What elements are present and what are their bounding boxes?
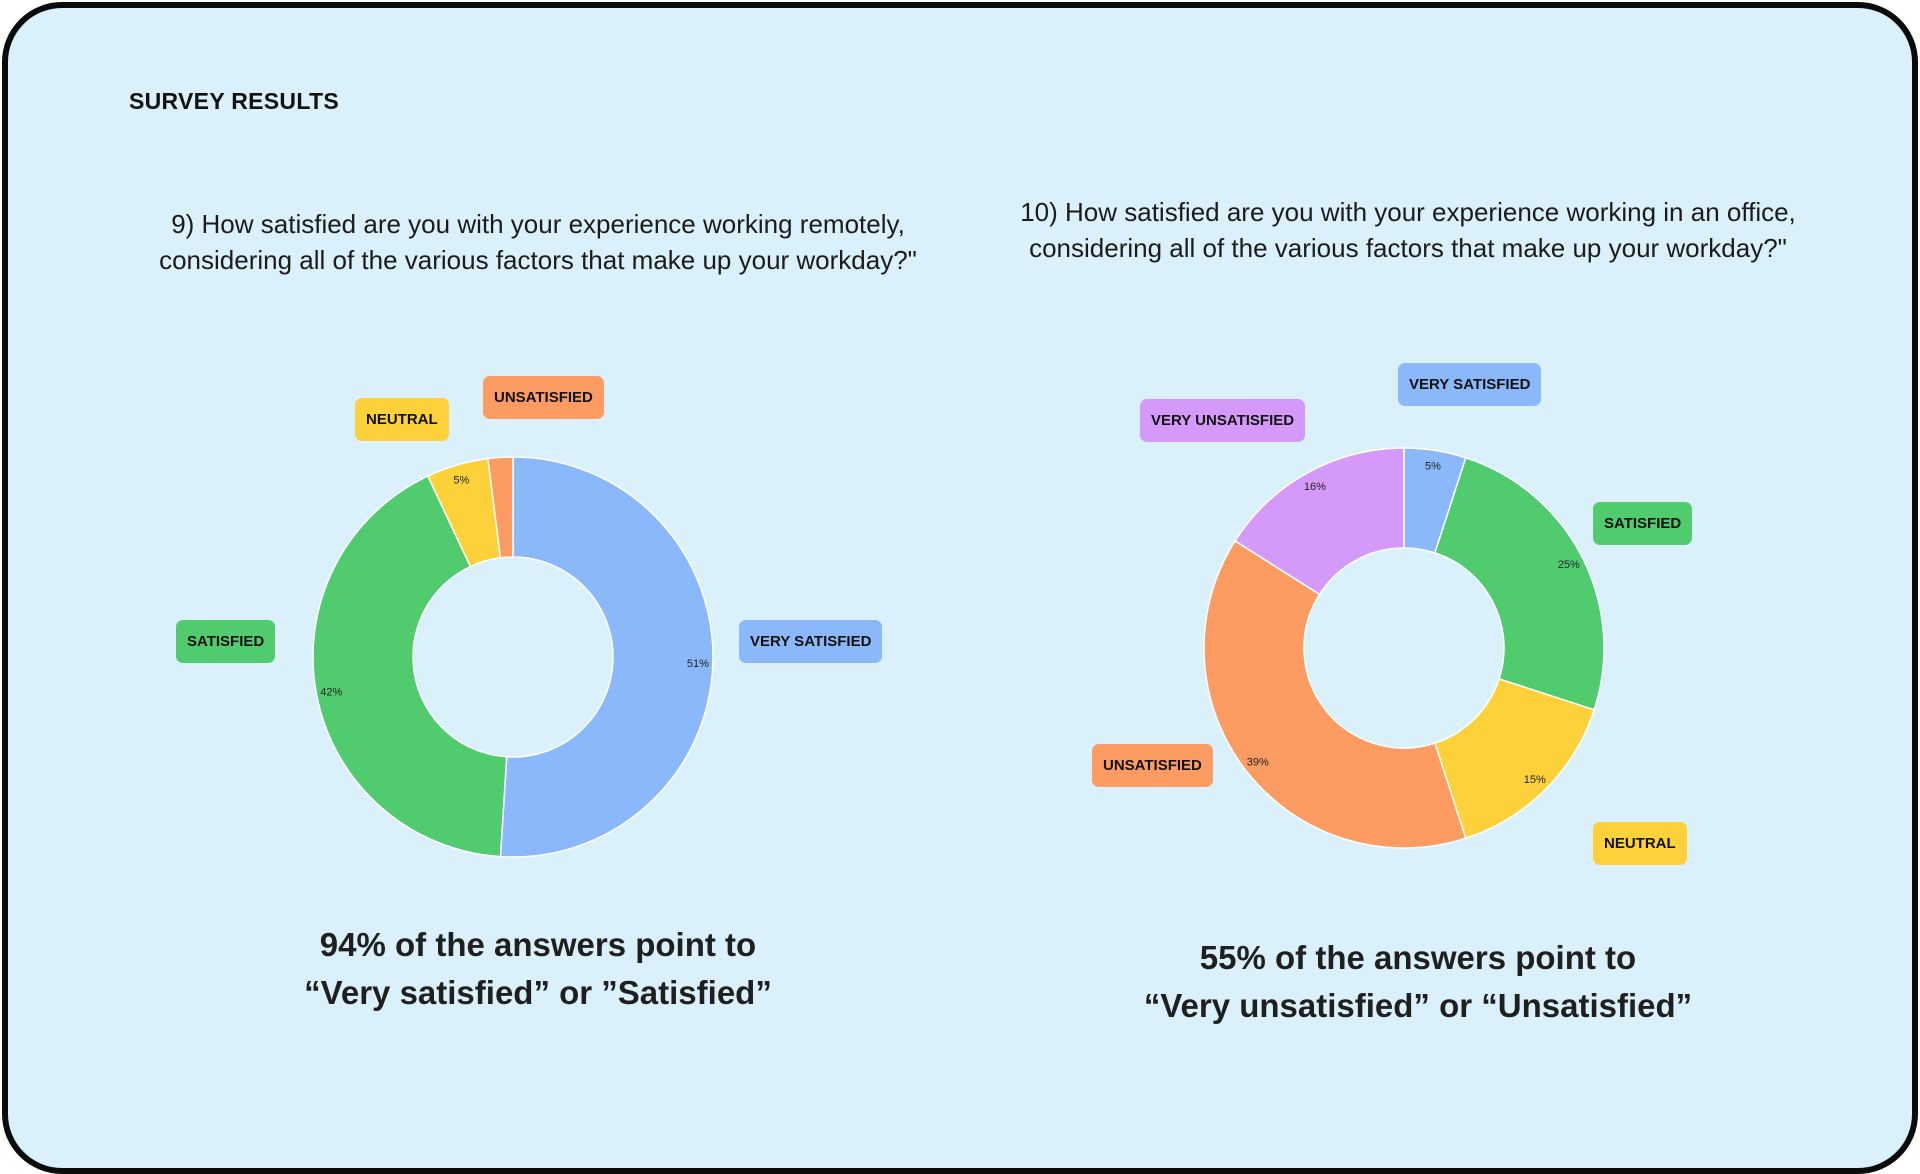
chart9-pct-label-very-satisfied: 51% (687, 658, 709, 670)
question-10-summary-line1: 55% of the answers point to (1199, 939, 1637, 976)
question-10-title: 10) How satisfied are you with your expe… (1020, 197, 1796, 263)
chart9-slice-very-satisfied (499, 456, 714, 858)
chart10-label-unsatisfied: UNSATISFIED (1092, 744, 1213, 787)
donut-chart-question-9: 51% 42% 5% (312, 456, 714, 858)
chart9-slice-satisfied (312, 475, 508, 858)
chart9-pct-label-satisfied: 42% (320, 687, 342, 699)
question-10-summary: 55% of the answers point to “Very unsati… (1048, 934, 1788, 1030)
question-9-summary-line1: 94% of the answers point to (319, 926, 757, 963)
chart10-pct-label-unsatisfied: 39% (1247, 756, 1269, 768)
chart10-label-very-satisfied: VERY SATISFIED (1398, 363, 1542, 406)
chart10-pct-label-neutral: 15% (1524, 774, 1546, 786)
donut-chart-question-10: 5% 25% 15% 39% 16% (1203, 447, 1605, 849)
chart10-slice-very-unsatisfied (1234, 447, 1405, 596)
question-10-summary-line2: “Very unsatisfied” or “Unsatisfied” (1143, 987, 1693, 1024)
question-9-summary-line2: “Very satisfied” or ”Satisfied” (304, 974, 772, 1011)
chart10-label-neutral: NEUTRAL (1593, 822, 1687, 865)
chart10-slice-unsatisfied (1203, 539, 1467, 849)
chart10-pct-label-satisfied: 25% (1558, 559, 1580, 571)
chart9-label-unsatisfied: UNSATISFIED (483, 376, 604, 419)
chart9-label-very-satisfied: VERY SATISFIED (739, 620, 883, 663)
chart10-label-satisfied: SATISFIED (1593, 502, 1693, 545)
chart10-slice-satisfied (1433, 456, 1605, 711)
chart10-pct-label-very-unsatisfied: 16% (1304, 481, 1326, 493)
chart9-slice-unsatisfied (487, 456, 514, 559)
chart9-label-satisfied: SATISFIED (176, 620, 276, 663)
chart10-pct-label-very-satisfied: 5% (1425, 460, 1441, 472)
page-title: SURVEY RESULTS (129, 88, 339, 114)
chart10-label-very-unsatisfied: VERY UNSATISFIED (1140, 399, 1306, 442)
question-9-title: 9) How satisfied are you with your exper… (159, 209, 917, 275)
chart9-pct-label-neutral: 5% (453, 474, 469, 486)
chart9-label-neutral: NEUTRAL (355, 398, 449, 441)
question-9-summary: 94% of the answers point to “Very satisf… (198, 921, 878, 1017)
